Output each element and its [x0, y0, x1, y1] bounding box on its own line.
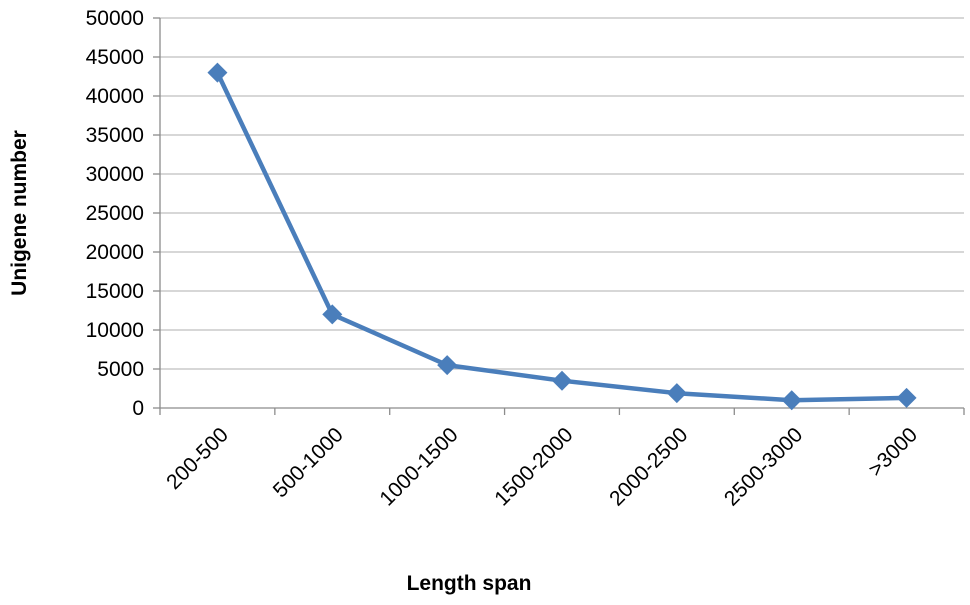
data-point-marker — [552, 370, 572, 391]
y-tick-label: 5000 — [97, 358, 144, 381]
y-tick-label: 50000 — [86, 7, 144, 30]
x-axis-title: Length span — [407, 572, 532, 595]
y-tick-label: 15000 — [86, 280, 144, 303]
x-tick-label: 200-500 — [162, 423, 233, 494]
y-tick-label: 30000 — [86, 163, 144, 186]
data-point-marker — [781, 390, 802, 411]
x-tick-label: 500-1000 — [269, 423, 348, 502]
y-tick-label: 35000 — [86, 124, 144, 147]
x-tick-label: 2000-2500 — [605, 423, 692, 510]
x-tick-label: >3000 — [864, 423, 922, 481]
series-line — [215, 71, 907, 403]
tick-labels: 0 5000 10000 15000 20000 25000 30000 35000 40000… — [86, 7, 923, 511]
x-tick-label: 1000-1500 — [375, 423, 462, 510]
data-point-marker — [437, 355, 458, 376]
axes — [153, 17, 965, 415]
data-point-marker — [896, 387, 917, 408]
data-point-marker — [207, 62, 228, 83]
y-tick-label: 20000 — [86, 241, 144, 264]
data-point-marker — [666, 383, 687, 404]
y-tick-label: 40000 — [86, 85, 144, 108]
y-tick-label: 0 — [132, 397, 144, 420]
y-tick-label: 25000 — [86, 202, 144, 225]
data-point-marker — [322, 304, 343, 325]
x-tick-label: 1500-2000 — [490, 423, 577, 510]
grid-lines — [160, 17, 964, 370]
y-axis-title: Unigene number — [8, 130, 31, 296]
y-tick-label: 10000 — [86, 319, 144, 342]
y-tick-label: 45000 — [86, 46, 144, 69]
x-tick-label: 2500-3000 — [720, 423, 807, 510]
series-layer — [207, 62, 917, 411]
